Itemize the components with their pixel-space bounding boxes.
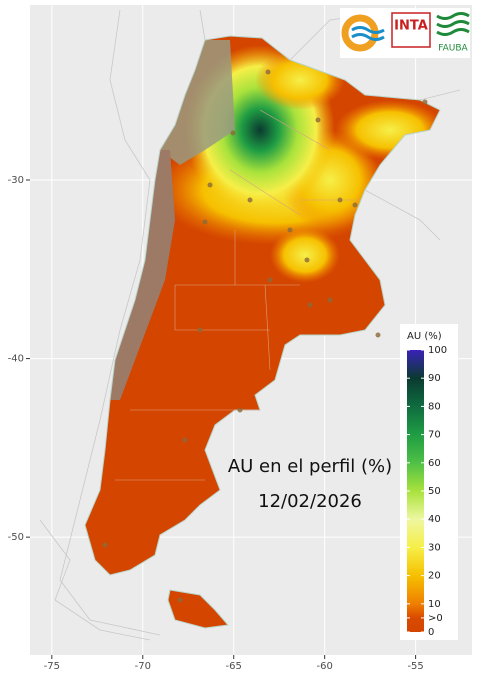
legend-tick-label: >0 xyxy=(428,613,443,624)
legend-tick-label: 100 xyxy=(428,345,447,356)
map-date: 12/02/2026 xyxy=(258,491,362,512)
legend-tick-label: 90 xyxy=(428,373,441,384)
logo-waves xyxy=(351,26,385,41)
colorbar xyxy=(407,350,424,632)
y-tick-label: -50 xyxy=(8,532,24,543)
y-tick-label: -30 xyxy=(8,175,24,186)
inta-text: INTA xyxy=(394,19,428,34)
y-tick-label: -40 xyxy=(8,354,24,365)
legend-tick-label: 80 xyxy=(428,401,441,412)
legend-tick-label: 0 xyxy=(428,627,434,638)
x-tick-label: -55 xyxy=(407,661,423,672)
x-tick-label: -70 xyxy=(135,661,151,672)
legend-tick-label: 40 xyxy=(428,514,441,525)
x-tick-label: -75 xyxy=(44,661,60,672)
fauba-text: FAUBA xyxy=(438,44,468,54)
fauba-waves xyxy=(436,12,470,36)
neighbor-borders xyxy=(39,9,461,641)
inta-logo xyxy=(391,12,431,48)
legend-tick-label: 30 xyxy=(428,542,441,553)
legend-title: AU (%) xyxy=(407,331,442,342)
legend-tick-label: 60 xyxy=(428,458,441,469)
x-tick-label: -60 xyxy=(316,661,332,672)
legend-tick-label: 10 xyxy=(428,599,441,610)
map-title: AU en el perfil (%) xyxy=(228,456,392,477)
province-borders xyxy=(115,109,360,481)
legend-tick-label: 70 xyxy=(428,430,441,441)
stations xyxy=(102,69,428,603)
axes: -75 -70 -65 -60 -55 -30 -40 -50 xyxy=(8,175,424,672)
legend-tick-label: 20 xyxy=(428,571,441,582)
legend-ticks: 100 90 80 70 60 50 40 30 20 10 >0 0 xyxy=(407,345,447,638)
legend-tick-label: 50 xyxy=(428,486,441,497)
x-tick-label: -65 xyxy=(226,661,242,672)
